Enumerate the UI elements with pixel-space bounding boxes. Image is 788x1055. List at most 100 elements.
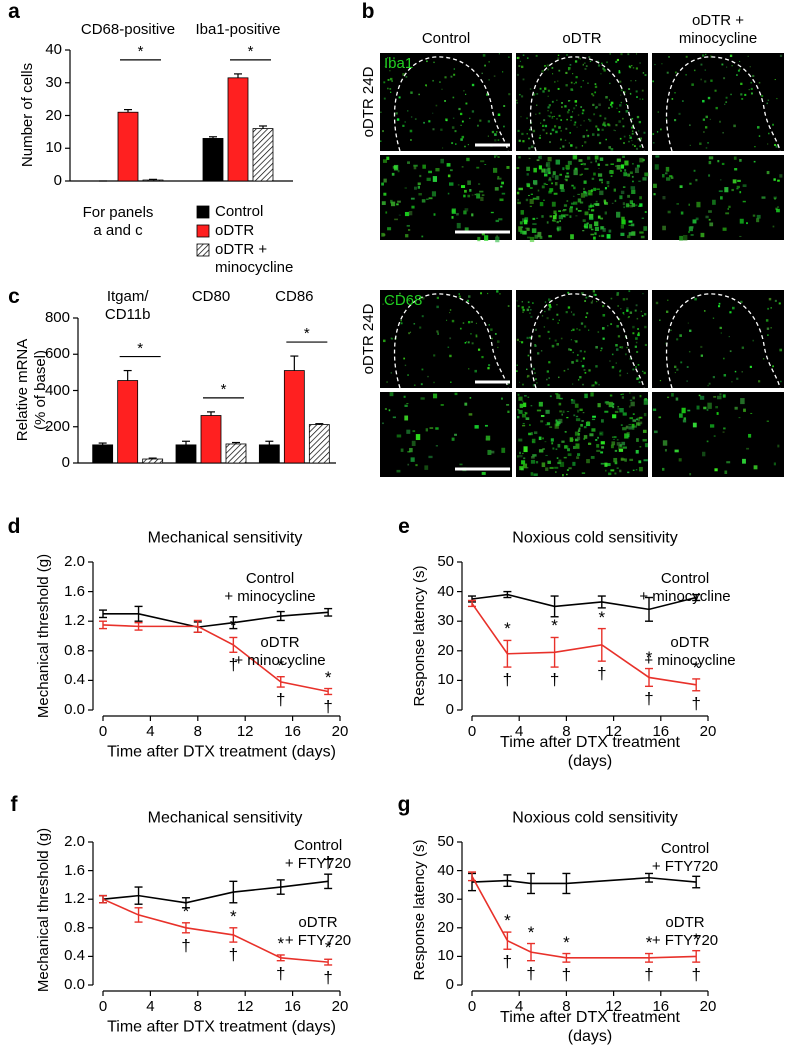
cell-speck — [383, 339, 386, 343]
cell-speck — [662, 174, 665, 178]
cell-speck — [460, 138, 463, 141]
cell-speck — [742, 184, 747, 188]
cell-speck — [595, 203, 600, 206]
cell-speck — [572, 111, 574, 113]
cell-speck — [425, 84, 427, 87]
series-label: oDTR + minocycline — [644, 634, 736, 669]
cell-speck — [604, 117, 607, 120]
cell-speck — [530, 145, 534, 149]
cell-speck — [518, 396, 523, 401]
cell-speck — [575, 418, 581, 422]
cell-speck — [588, 213, 594, 220]
cell-speck — [589, 60, 592, 63]
cell-speck — [601, 181, 604, 184]
cell-speck — [570, 339, 572, 341]
cell-speck — [611, 353, 614, 356]
column-header: oDTR + minocycline — [678, 12, 758, 47]
cell-speck — [523, 402, 527, 408]
cell-speck — [708, 160, 712, 165]
x-tick-label: 16 — [284, 998, 301, 1015]
cell-speck — [580, 423, 583, 427]
cell-speck — [622, 186, 626, 188]
cell-speck — [461, 135, 465, 139]
y-tick-label: 0.8 — [64, 918, 85, 936]
cell-speck — [582, 412, 585, 414]
cell-speck — [679, 235, 683, 241]
cell-speck — [618, 70, 621, 72]
cell-speck — [449, 354, 452, 358]
cell-speck — [578, 159, 583, 162]
cell-speck — [592, 415, 596, 418]
significance-star: * — [303, 325, 310, 343]
stain-label: CD68 — [384, 292, 423, 309]
cell-speck — [726, 66, 728, 68]
cell-speck — [634, 345, 637, 348]
annotation: * — [598, 607, 606, 627]
cell-speck — [600, 441, 605, 445]
cell-speck — [750, 412, 753, 415]
cell-speck — [725, 212, 730, 215]
cell-speck — [607, 123, 610, 126]
cell-speck — [384, 65, 386, 68]
cell-speck — [569, 437, 574, 442]
cell-speck — [578, 427, 581, 430]
cell-speck — [481, 194, 485, 196]
cell-speck — [761, 95, 764, 98]
cell-speck — [761, 196, 766, 199]
cell-speck — [618, 71, 621, 74]
x-axis-label: Time after DTX treatment (days) — [500, 734, 680, 770]
cell-speck — [451, 208, 456, 214]
cell-speck — [451, 437, 455, 441]
cell-speck — [597, 436, 599, 439]
y-tick-label: 0.0 — [64, 701, 85, 718]
cell-speck — [404, 211, 410, 217]
cell-speck — [626, 307, 629, 310]
cell-speck — [456, 212, 459, 216]
cell-speck — [634, 204, 638, 207]
cell-speck — [525, 417, 530, 420]
cell-speck — [554, 181, 558, 186]
cell-speck — [572, 155, 578, 160]
cell-speck — [679, 334, 682, 337]
panel-letter: d — [7, 515, 21, 538]
cell-speck — [584, 193, 586, 195]
cell-speck — [705, 53, 707, 55]
x-tick-label: 8 — [562, 998, 571, 1015]
annotation: * — [277, 933, 285, 953]
cell-speck — [593, 187, 597, 192]
cell-speck — [563, 209, 567, 211]
cell-speck — [568, 142, 570, 144]
cell-speck — [607, 185, 610, 188]
cell-speck — [591, 177, 595, 180]
cell-speck — [551, 344, 555, 348]
cell-speck — [413, 322, 416, 325]
cell-speck — [678, 458, 682, 462]
annotation: * — [277, 655, 285, 675]
cell-speck — [544, 301, 547, 303]
cell-speck — [567, 160, 572, 165]
cell-speck — [584, 371, 587, 374]
cell-speck — [543, 119, 546, 122]
cell-speck — [583, 368, 586, 371]
cell-speck — [728, 335, 730, 338]
cell-speck — [628, 224, 632, 226]
cell-speck — [618, 448, 624, 452]
cell-speck — [756, 214, 761, 219]
cell-speck — [516, 370, 518, 372]
cell-speck — [723, 427, 726, 430]
cell-speck — [554, 213, 558, 216]
cell-speck — [584, 393, 588, 399]
cell-speck — [699, 142, 702, 145]
cell-speck — [410, 91, 413, 94]
x-tick-label: 0 — [98, 998, 108, 1015]
cell-speck — [617, 408, 620, 410]
cell-speck — [477, 124, 479, 127]
cell-speck — [642, 158, 645, 162]
cell-speck — [559, 147, 562, 149]
cell-speck — [620, 101, 623, 104]
cell-speck — [583, 350, 586, 353]
cell-speck — [628, 140, 630, 143]
cell-speck — [408, 211, 413, 216]
cell-speck — [632, 144, 634, 146]
cell-speck — [562, 410, 565, 414]
